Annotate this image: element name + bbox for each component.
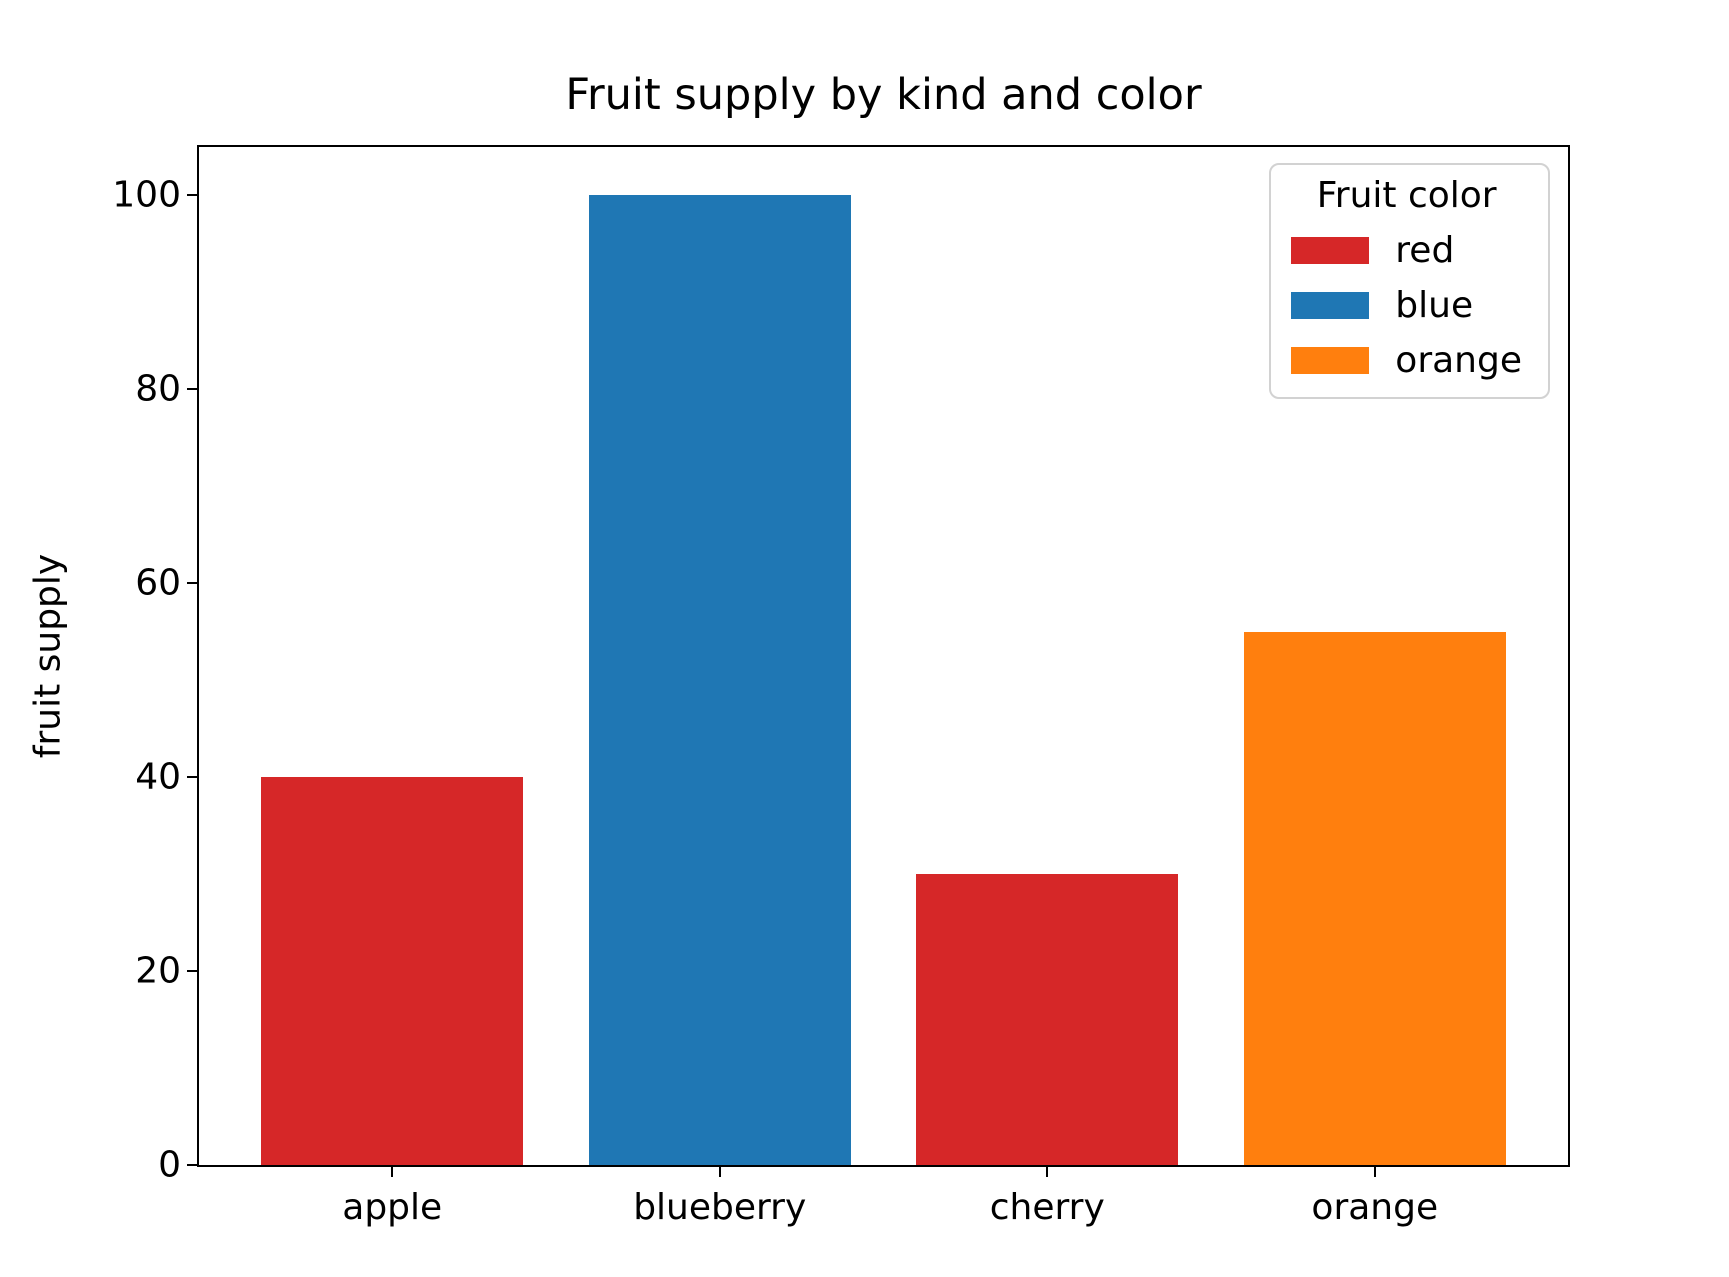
bar-orange	[1243, 631, 1506, 1165]
xtick-label-orange: orange	[1311, 1187, 1439, 1228]
y-axis-label: fruit supply	[27, 553, 69, 759]
legend-entries: red blue orange	[1291, 230, 1522, 381]
ytick-label-0: 0	[158, 1144, 181, 1186]
xtick-label-cherry: cherry	[989, 1187, 1105, 1228]
legend-entry-orange: orange	[1291, 340, 1522, 381]
ytick-label-80: 80	[135, 368, 181, 410]
xtick-label-apple: apple	[342, 1187, 443, 1228]
xtick-mark-blueberry	[718, 1167, 721, 1177]
xtick-mark-apple	[391, 1167, 394, 1177]
legend-swatch-orange	[1291, 347, 1370, 374]
bar-blueberry	[588, 195, 851, 1165]
ytick-label-100: 100	[112, 174, 181, 216]
ytick-mark-0	[187, 1164, 197, 1166]
legend-entry-blue: blue	[1291, 285, 1522, 326]
legend: Fruit color red blue orange	[1269, 163, 1550, 399]
ytick-mark-40	[187, 776, 197, 779]
legend-label-orange: orange	[1395, 340, 1522, 381]
ytick-mark-80	[187, 388, 197, 391]
ytick-label-60: 60	[135, 562, 181, 604]
ytick-mark-20	[187, 970, 197, 973]
legend-title: Fruit color	[1316, 175, 1497, 216]
bar-cherry	[916, 874, 1179, 1165]
ytick-mark-100	[187, 194, 197, 197]
legend-label-red: red	[1395, 230, 1455, 271]
ytick-label-40: 40	[135, 756, 181, 798]
ytick-label-20: 20	[135, 950, 181, 992]
xtick-mark-orange	[1373, 1167, 1376, 1177]
ytick-mark-60	[187, 582, 197, 585]
bar-apple	[261, 777, 524, 1165]
legend-label-blue: blue	[1395, 285, 1474, 326]
legend-swatch-red	[1291, 237, 1370, 264]
xtick-label-blueberry: blueberry	[633, 1187, 807, 1228]
xtick-mark-cherry	[1046, 1167, 1049, 1177]
chart-title: Fruit supply by kind and color	[565, 70, 1202, 120]
legend-entry-red: red	[1291, 230, 1522, 271]
plot-area: Fruit color red blue orange 0 20 40 60 80 100 ap…	[112, 145, 1570, 1228]
legend-swatch-blue	[1291, 292, 1370, 319]
